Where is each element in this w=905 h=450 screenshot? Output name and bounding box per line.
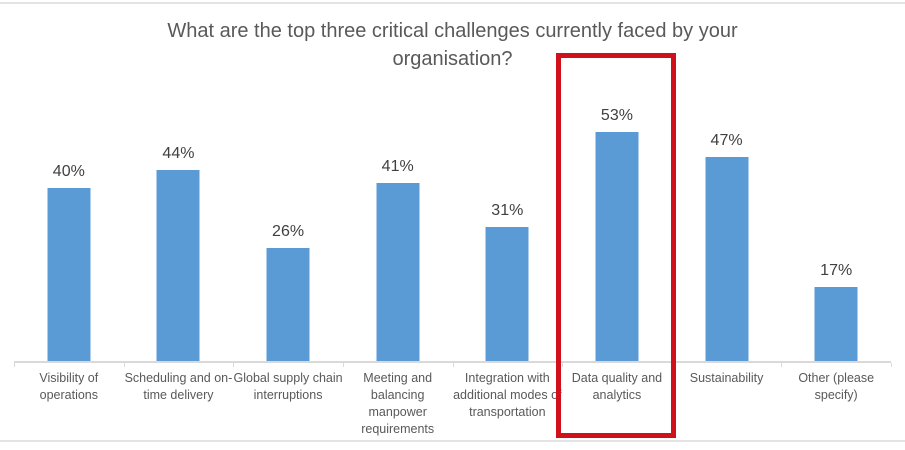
x-axis-tick [342, 363, 344, 367]
category-label: Global supply chain interruptions [233, 371, 343, 402]
x-axis-tick [562, 363, 564, 367]
bar-column: 17% Other (please specify) [781, 0, 891, 450]
bar-value-label: 47% [710, 132, 743, 149]
bar-column: 44% Scheduling and on-time delivery [124, 0, 234, 450]
bar-column: 41% Meeting and balancing manpower requir… [343, 0, 453, 450]
category-label: Integration with additional modes of tra… [453, 371, 562, 419]
x-axis-tick [233, 363, 235, 367]
bar [705, 157, 749, 361]
bar [266, 248, 310, 361]
category-label: Scheduling and on-time delivery [124, 371, 233, 402]
bar-value-label: 17% [820, 262, 853, 279]
figure-top-border [0, 2, 905, 4]
bar-value-label: 53% [600, 107, 633, 124]
x-axis-tick [891, 363, 892, 367]
bar [47, 188, 91, 361]
bar-value-label: 44% [162, 145, 195, 162]
category-label: Sustainability [689, 371, 764, 385]
bar [595, 132, 639, 361]
x-axis-tick [14, 363, 15, 367]
bar-column: 31% Integration with additional modes of … [453, 0, 563, 450]
figure-bottom-border [0, 440, 905, 442]
bar-value-label: 26% [272, 223, 305, 240]
plot-area: 40% Visibility of operations 44% Scheduling… [14, 0, 891, 450]
x-axis-line [14, 361, 891, 363]
x-axis-tick [781, 363, 783, 367]
chart-title: What are the top three critical challeng… [0, 17, 905, 73]
category-label: Data quality and analytics [571, 371, 663, 402]
bar-column: 47% Sustainability [672, 0, 782, 450]
category-label: Other (please specify) [798, 371, 875, 402]
chart-title-text: What are the top three critical challeng… [167, 20, 738, 70]
bar [485, 227, 529, 361]
bar [376, 183, 420, 361]
bar-column: 26% Global supply chain interruptions [233, 0, 343, 450]
bar [156, 170, 200, 361]
bar [814, 287, 858, 361]
highlight-box [556, 53, 676, 438]
bar-column: 53% Data quality and analytics [562, 0, 672, 450]
category-label: Meeting and balancing manpower requireme… [361, 371, 435, 436]
x-axis-tick [123, 363, 125, 367]
bar-column: 40% Visibility of operations [14, 0, 124, 450]
bar-value-label: 40% [52, 163, 85, 180]
category-label: Visibility of operations [39, 371, 99, 402]
bar-value-label: 31% [491, 202, 524, 219]
bar-value-label: 41% [381, 158, 414, 175]
x-axis-tick [452, 363, 454, 367]
